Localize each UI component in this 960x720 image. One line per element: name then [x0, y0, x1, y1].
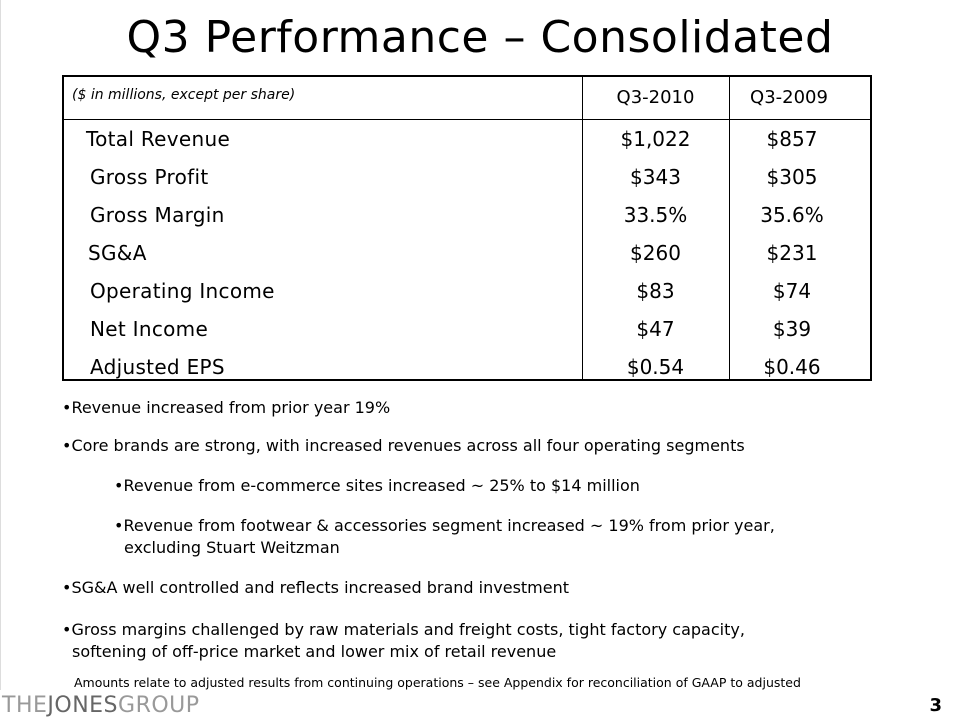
bullet-item: •Revenue increased from prior year 19% — [62, 398, 391, 417]
cell-q3-2010: $0.54 — [626, 355, 685, 379]
column-header-q3-2009: Q3-2009 — [750, 87, 828, 108]
cell-q3-2009: $231 — [766, 241, 818, 265]
logo-text-group: GROUP — [118, 693, 200, 718]
cell-q3-2010: $83 — [636, 279, 675, 303]
sub-bullet-continuation: excluding Stuart Weitzman — [124, 538, 340, 557]
sub-bullet-item: •Revenue from footwear & accessories seg… — [114, 515, 775, 559]
page-number: 3 — [929, 695, 942, 716]
table-row: Total Revenue $1,022 $857 — [64, 121, 870, 159]
logo-text-jones: JONES — [47, 693, 119, 718]
footnote: Amounts relate to adjusted results from … — [74, 675, 801, 690]
cell-q3-2010: $1,022 — [620, 127, 691, 151]
column-divider — [582, 77, 583, 379]
cell-q3-2009: $74 — [772, 279, 812, 303]
logo-text-the: THE — [2, 693, 48, 718]
bullet-item: •SG&A well controlled and reflects incre… — [62, 578, 570, 597]
left-edge-rule — [0, 0, 1, 690]
cell-q3-2010: 33.5% — [623, 203, 688, 227]
cell-q3-2010: $260 — [630, 241, 681, 265]
cell-q3-2009: 35.6% — [760, 203, 824, 227]
sub-bullet-text: •Revenue from footwear & accessories seg… — [114, 516, 775, 535]
company-logo: THEJONESGROUP — [2, 693, 200, 718]
bullet-item: •Core brands are strong, with increased … — [62, 436, 745, 455]
table-row: Gross Profit $343 $305 — [64, 159, 870, 197]
cell-q3-2010: $47 — [636, 317, 675, 341]
table-header: ($ in millions, except per share) Q3-201… — [64, 77, 870, 120]
row-label: Gross Profit — [90, 165, 209, 189]
row-label: SG&A — [88, 241, 147, 265]
bullet-continuation: softening of off-price market and lower … — [72, 642, 557, 661]
table-row: Gross Margin 33.5% 35.6% — [64, 197, 870, 235]
slide-title: Q3 Performance – Consolidated — [126, 12, 834, 63]
row-label: Operating Income — [90, 279, 275, 303]
row-label: Total Revenue — [86, 127, 231, 151]
cell-q3-2010: $343 — [630, 165, 681, 189]
row-label: Gross Margin — [90, 203, 225, 227]
table-row: SG&A $260 $231 — [64, 235, 870, 273]
cell-q3-2009: $39 — [772, 317, 812, 341]
row-label: Net Income — [90, 317, 209, 341]
cell-q3-2009: $305 — [766, 165, 818, 189]
column-header-q3-2010: Q3-2010 — [616, 87, 695, 108]
table-row: Adjusted EPS $0.54 $0.46 — [64, 349, 870, 387]
bullet-item: •Gross margins challenged by raw materia… — [62, 619, 745, 663]
table-row: Operating Income $83 $74 — [64, 273, 870, 311]
table-units-note: ($ in millions, except per share) — [72, 87, 296, 103]
cell-q3-2009: $857 — [766, 127, 818, 151]
column-divider — [729, 77, 730, 379]
row-label: Adjusted EPS — [90, 355, 225, 379]
sub-bullet-item: •Revenue from e-commerce sites increased… — [114, 476, 640, 495]
cell-q3-2009: $0.46 — [763, 355, 821, 379]
financial-table: ($ in millions, except per share) Q3-201… — [62, 75, 872, 381]
table-row: Net Income $47 $39 — [64, 311, 870, 349]
bullet-text: •Gross margins challenged by raw materia… — [62, 620, 745, 639]
